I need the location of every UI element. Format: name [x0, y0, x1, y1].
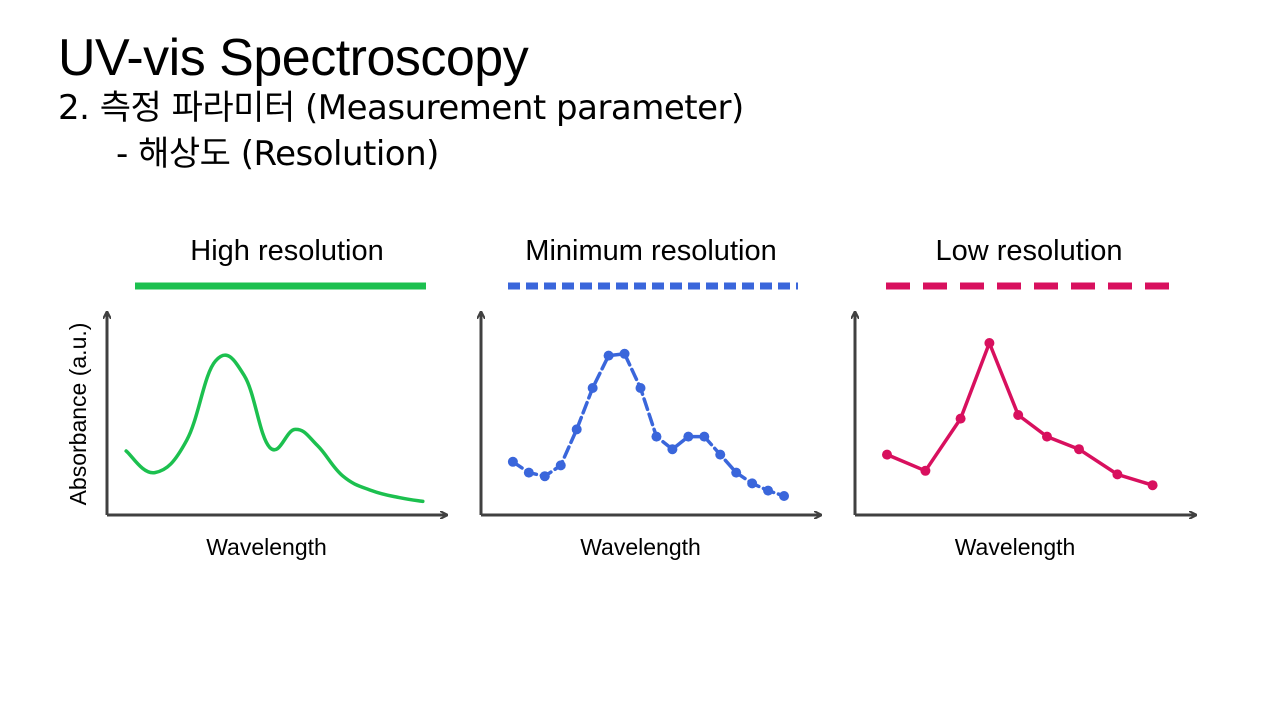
chart-title: Low resolution: [936, 235, 1123, 267]
x-axis-label: Wavelength: [955, 534, 1076, 560]
data-point: [699, 431, 710, 442]
data-point: [1074, 444, 1084, 455]
data-point: [507, 456, 518, 467]
data-point: [731, 467, 742, 478]
data-point: [779, 491, 790, 501]
data-point: [619, 348, 630, 359]
data-point: [984, 338, 995, 348]
y-axis-label: Absorbance (a.u.): [65, 323, 91, 506]
slide-subtitle: 2. 측정 파라미터 (Measurement parameter): [58, 88, 744, 128]
data-point: [603, 350, 614, 361]
data-point: [747, 478, 758, 489]
data-point: [539, 471, 550, 482]
data-point: [1112, 469, 1123, 480]
data-point: [920, 465, 931, 476]
data-point: [955, 413, 966, 424]
chart-title: Minimum resolution: [525, 235, 776, 267]
data-point: [1013, 410, 1024, 420]
data-point: [715, 449, 726, 460]
data-point: [882, 449, 892, 460]
data-point: [635, 383, 646, 393]
x-axis-label: Wavelength: [206, 534, 327, 560]
series-line: [511, 352, 786, 498]
data-point: [683, 431, 694, 442]
series-line: [124, 353, 425, 504]
chart-title: High resolution: [190, 235, 383, 267]
data-point: [1042, 431, 1052, 442]
data-point: [523, 467, 534, 478]
x-axis-label: Wavelength: [580, 534, 701, 560]
data-point: [763, 485, 774, 496]
slide-title: UV-vis Spectroscopy: [58, 29, 529, 87]
data-point: [1147, 480, 1158, 491]
data-point: [587, 383, 598, 393]
data-point: [651, 431, 662, 442]
slide-subsubtitle: - 해상도 (Resolution): [116, 134, 439, 174]
data-point: [571, 424, 582, 435]
data-point: [667, 444, 678, 455]
data-point: [555, 460, 566, 471]
